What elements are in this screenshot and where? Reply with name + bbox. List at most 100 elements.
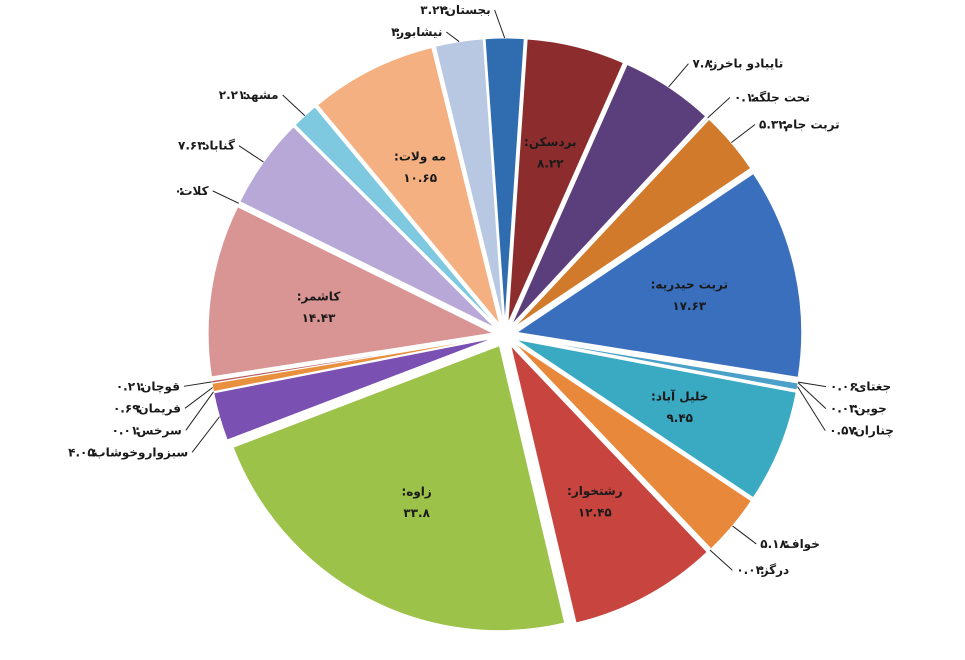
slice-value-label: ۱۷.۶۳ (672, 299, 707, 313)
slice-value-label: ۴.۰۵ (68, 445, 95, 459)
slice-label-separator: : (853, 401, 858, 415)
slice-label-separator: : (137, 401, 142, 415)
slice-label: تربت حیدریه: (651, 277, 728, 291)
slice-label: بردسکن: (524, 134, 577, 148)
slice-label-name: قوچان (141, 379, 180, 394)
slice-label-name: درگز (761, 563, 790, 577)
pie-slice (213, 337, 494, 441)
pie-slice (239, 126, 496, 329)
slice-label: جغتای:۰.۰۶ (830, 379, 891, 393)
leader-line (797, 382, 827, 409)
leader-line (668, 63, 689, 88)
slice-label-name: زاوه (406, 484, 432, 499)
slice-value-label: ۰.۲۱ (116, 379, 143, 393)
slice-label-name: گناباد (203, 138, 235, 152)
pie-slice (515, 172, 803, 378)
pie-slice (513, 118, 752, 328)
slice-label: جوین:۰.۰۳ (830, 401, 887, 416)
pie-slice (294, 106, 498, 327)
slice-label-separator: : (524, 134, 529, 148)
leader-line (185, 391, 214, 431)
leader-line (212, 190, 240, 204)
slice-label: تایبادو باخرز:۷.۸ (692, 56, 783, 71)
slice-value-label: ۵.۱۸ (760, 536, 787, 550)
slice-label-name: تایبادو باخرز (709, 56, 783, 71)
slice-label: کلات:۰ (174, 183, 208, 197)
pie-slice (210, 336, 494, 384)
leader-line (709, 549, 733, 571)
leader-line (730, 124, 756, 144)
slice-label-separator: : (760, 563, 765, 577)
slice-label-separator: : (709, 56, 714, 70)
slice-label: تربت جام:۵.۳۲ (759, 117, 840, 132)
slice-label: سرخس:۰.۰۱ (112, 423, 182, 437)
pie-slice (434, 38, 504, 324)
slice-label-separator: : (651, 277, 656, 291)
slice-label-name: فریمان (138, 401, 181, 415)
slice-label: رشتخوار: (567, 483, 623, 498)
slice-label-separator: : (92, 445, 97, 459)
pie-slice (316, 46, 501, 325)
slice-label-separator: : (444, 3, 449, 17)
slice-label: مه ولات: (394, 149, 446, 164)
slice-value-label: ۰.۵۷ (829, 423, 856, 437)
slice-label-separator: : (853, 423, 858, 437)
slice-label: کاشمر: (297, 289, 341, 303)
slice-value-label: ۵.۳۲ (759, 117, 786, 131)
slice-value-label: ۰.۰۳ (830, 401, 857, 415)
slice-label-separator: : (750, 90, 755, 104)
slice-label: درگز:۰.۰۴ (736, 563, 789, 577)
pie-slice (513, 342, 753, 550)
slice-label-name: بجستان (446, 3, 491, 17)
slice-value-label: ۴ (391, 25, 398, 39)
slice-label-separator: : (567, 483, 572, 497)
slice-label: خلیل آباد: (651, 388, 708, 403)
slice-label-name: تحت جلگه (752, 90, 810, 104)
slice-label-name: جغتای (855, 379, 891, 393)
pie-slice (238, 202, 495, 331)
slice-value-label: ۰.۱ (734, 90, 753, 104)
slice-value-label: ۰.۰۱ (112, 423, 139, 437)
slice-label: فریمان:۰.۶۹ (113, 401, 181, 415)
leader-line (494, 9, 506, 39)
slice-label-name: سرخس (137, 423, 182, 437)
slice-label: نیشابور:۴ (391, 25, 442, 40)
leader-line (184, 387, 213, 409)
leader-line (732, 525, 757, 545)
slice-value-label: ۰.۶۹ (113, 401, 140, 415)
slice-label-separator: : (179, 183, 184, 197)
slice-label-name: نیشابور (396, 25, 442, 40)
slice-label-separator: : (139, 379, 144, 393)
slice-label-separator: : (394, 149, 399, 163)
slice-value-label: ۳۳.۸ (403, 506, 430, 520)
leader-line (707, 97, 731, 119)
slice-label-separator: : (401, 484, 406, 498)
pie-slice (509, 343, 708, 624)
slice-value-label: ۱۰.۶۵ (403, 171, 437, 185)
slice-value-label: ۸.۲۲ (537, 156, 564, 170)
leader-line (797, 386, 826, 431)
slice-label-separator: : (297, 289, 302, 303)
slice-label-name: مه ولات (399, 149, 446, 164)
slice-label-name: رشتخوار (571, 483, 623, 498)
slice-label: چناران:۰.۵۷ (829, 423, 894, 437)
slice-label: سبزواروخوشاب:۴.۰۵ (68, 445, 188, 460)
slice-label-name: بردسکن (529, 134, 577, 148)
slice-label-separator: : (135, 423, 140, 437)
slice-value-label: ۰ (174, 183, 181, 197)
pie-slice (207, 206, 495, 378)
pie-slice (511, 63, 707, 326)
slice-value-label: ۱۴.۴۳ (302, 311, 337, 325)
slice-value-label: ۱۲.۴۵ (578, 505, 612, 519)
leader-line (183, 381, 212, 387)
slice-value-label: ۷.۸ (692, 56, 712, 70)
slice-label-separator: : (202, 138, 207, 152)
slice-value-label: ۰.۰۶ (830, 379, 857, 393)
slice-label-separator: : (395, 25, 400, 39)
slice-label: زاوه: (401, 484, 431, 499)
slice-label: بجستان:۳.۲۴ (420, 3, 490, 17)
pie-slice (232, 344, 566, 632)
slice-label-name: خلیل آباد (656, 388, 709, 403)
slice-label-name: تربت جام (784, 117, 839, 132)
slice-label-name: کاشمر (301, 289, 341, 303)
